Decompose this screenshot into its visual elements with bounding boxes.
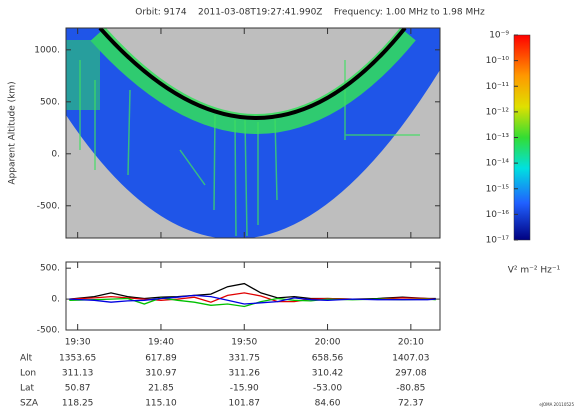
ephemeris-value: 1407.03 <box>392 354 429 364</box>
y-axis-label: Apparent Altitude (km) <box>8 81 18 184</box>
ephemeris-value: 311.26 <box>229 369 261 379</box>
y-tick-label: 0. <box>51 295 60 305</box>
colorbar-label: V² m⁻² Hz⁻¹ <box>508 266 561 276</box>
echo-band <box>66 40 100 110</box>
y-tick-label: 500. <box>40 97 60 107</box>
ephemeris-value: 1353.65 <box>59 354 96 364</box>
series-line <box>69 294 436 305</box>
surface-echo <box>98 28 407 120</box>
ephemeris-label: Alt <box>20 354 33 364</box>
ephemeris-label: Lon <box>20 369 36 379</box>
x-tick-label: 19:30 <box>65 338 91 348</box>
ephemeris-label: SZA <box>20 399 39 409</box>
ephemeris-value: 72.37 <box>398 399 424 409</box>
colorbar-tick-label: 10⁻¹⁷ <box>486 236 510 246</box>
x-tick-label: 19:50 <box>231 338 257 348</box>
y-tick-label: -500. <box>37 201 60 211</box>
y-tick-label: 500. <box>40 264 60 274</box>
ephemeris-value: 310.42 <box>312 369 344 379</box>
colorbar-tick-label: 10⁻⁹ <box>489 31 509 41</box>
echo-band <box>90 28 416 134</box>
series-line <box>69 282 436 300</box>
colorbar-tick-label: 10⁻¹⁴ <box>486 159 510 169</box>
colorbar-tick-label: 10⁻¹⁰ <box>486 56 510 66</box>
ephemeris-label: Lat <box>20 384 35 394</box>
colorbar-tick-label: 10⁻¹³ <box>486 133 510 143</box>
ephemeris-value: 84.60 <box>315 399 341 409</box>
chart-title: Orbit: 9174 2011-03-08T19:27:41.990Z Fre… <box>135 8 485 18</box>
ephemeris-value: 50.87 <box>65 384 91 394</box>
plot-frame <box>65 261 441 331</box>
ephemeris-value: -53.00 <box>313 384 342 394</box>
colorbar-tick-label: 10⁻¹¹ <box>486 82 510 92</box>
x-tick-label: 20:10 <box>398 338 424 348</box>
ephemeris-value: 297.08 <box>395 369 427 379</box>
y-tick-label: -500. <box>37 326 60 336</box>
ephemeris-value: -80.85 <box>396 384 425 394</box>
ephemeris-value: 115.10 <box>145 399 177 409</box>
x-tick-label: 19:40 <box>148 338 174 348</box>
footer: eJOMA 20110525 <box>539 402 574 407</box>
ephemeris-value: 310.97 <box>145 369 177 379</box>
ephemeris-value: 118.25 <box>62 399 94 409</box>
plot-frame <box>65 27 441 239</box>
ephemeris-value: 101.87 <box>229 399 261 409</box>
y-tick-label: 0. <box>51 149 60 159</box>
x-tick-label: 20:00 <box>315 338 341 348</box>
radargram <box>66 28 440 238</box>
ephemeris-value: 21.85 <box>148 384 174 394</box>
colorbar-tick-label: 10⁻¹⁶ <box>486 210 510 220</box>
ephemeris-value: 617.89 <box>145 354 177 364</box>
ephemeris-value: 331.75 <box>229 354 261 364</box>
y-tick-label: 1000. <box>34 45 60 55</box>
colorbar-tick-label: 10⁻¹⁵ <box>486 184 510 194</box>
ephemeris-value: 658.56 <box>312 354 344 364</box>
ephemeris-value: 311.13 <box>62 369 94 379</box>
ephemeris-value: -15.90 <box>230 384 259 394</box>
colorbar-tick-label: 10⁻¹² <box>486 107 510 117</box>
echo-streak <box>79 60 420 237</box>
